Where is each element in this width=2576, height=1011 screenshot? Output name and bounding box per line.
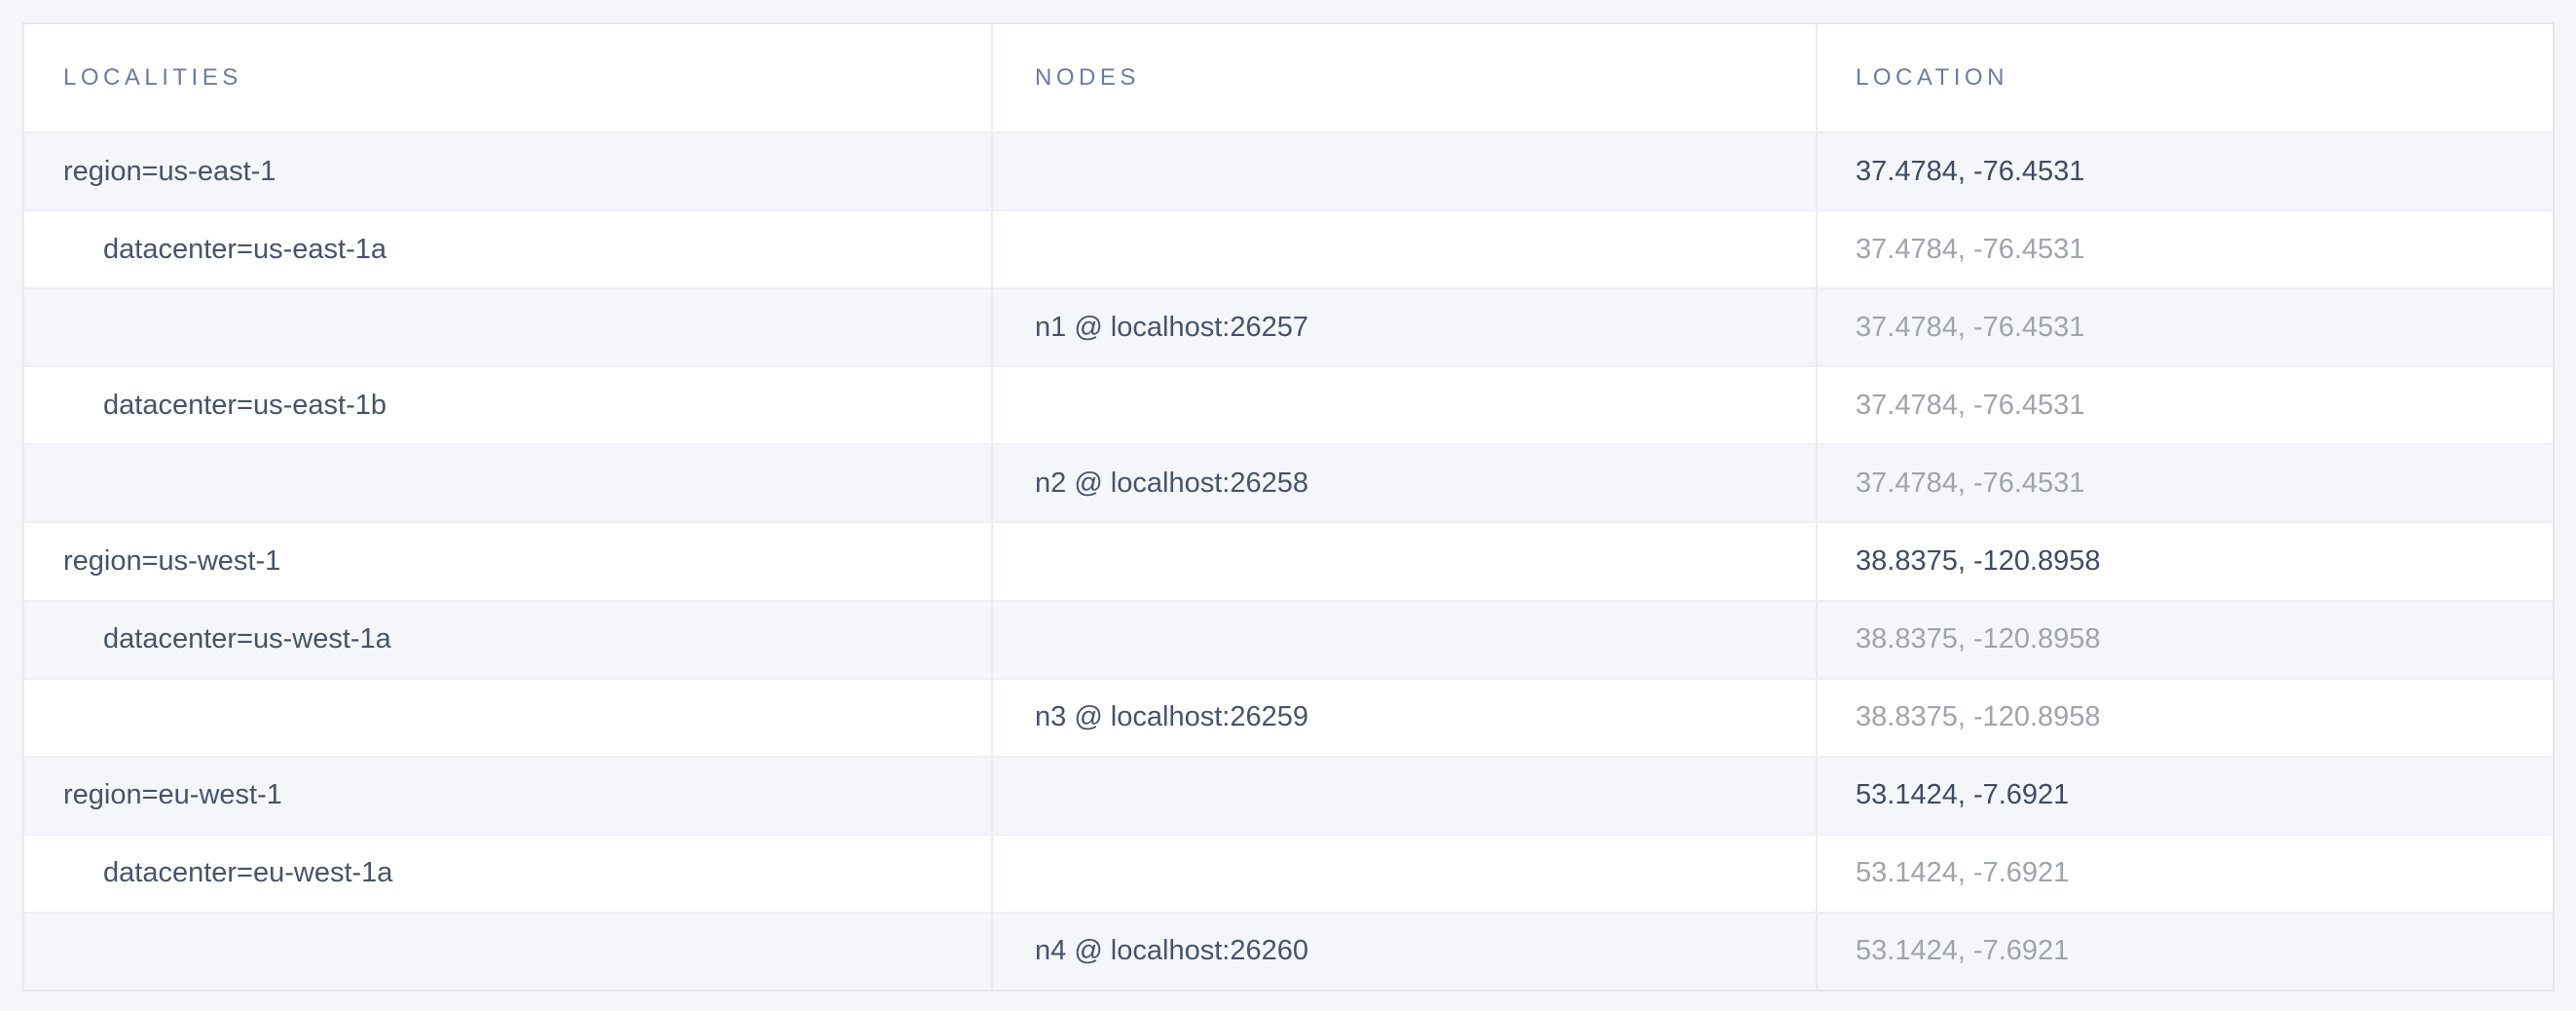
location-value: 38.8375, -120.8958: [1856, 701, 2101, 733]
nodes-cell: n3 @ localhost:26259: [993, 679, 1818, 756]
locality-label: region=eu-west-1: [63, 779, 282, 811]
nodes-cell: [993, 835, 1818, 912]
locality-cell: datacenter=us-east-1a: [24, 211, 993, 288]
localities-table: LOCALITIES NODES LOCATION region=us-east…: [22, 22, 2555, 992]
column-header-location-cell: LOCATION: [1818, 24, 2553, 131]
table-row: datacenter=eu-west-1a 53.1424, -7.6921: [24, 833, 2553, 912]
nodes-cell: n2 @ localhost:26258: [993, 445, 1818, 522]
locality-cell: [24, 913, 993, 991]
locality-label: datacenter=us-east-1b: [103, 389, 386, 421]
table-header-row: LOCALITIES NODES LOCATION: [24, 24, 2553, 131]
table-row: n4 @ localhost:26260 53.1424, -7.6921: [24, 911, 2553, 991]
locality-label: region=us-west-1: [63, 545, 281, 578]
node-label: n3 @ localhost:26259: [1035, 701, 1308, 733]
locality-cell: [24, 679, 993, 756]
locality-label: datacenter=us-east-1a: [103, 233, 386, 265]
location-cell: 37.4784, -76.4531: [1818, 289, 2553, 365]
nodes-cell: [993, 133, 1818, 210]
table-row: region=us-east-1 37.4784, -76.4531: [24, 131, 2553, 210]
nodes-cell: [993, 523, 1818, 600]
location-cell: 53.1424, -7.6921: [1818, 836, 2553, 912]
locality-cell: region=us-west-1: [24, 523, 993, 600]
location-value: 37.4784, -76.4531: [1856, 233, 2085, 265]
column-header-localities: LOCALITIES: [63, 64, 242, 91]
node-label: n4 @ localhost:26260: [1035, 935, 1308, 967]
location-cell: 38.8375, -120.8958: [1818, 680, 2553, 756]
locality-cell: datacenter=us-east-1b: [24, 367, 993, 444]
locality-cell: region=eu-west-1: [24, 757, 993, 834]
location-cell: 37.4784, -76.4531: [1818, 133, 2553, 209]
locality-cell: [24, 289, 993, 366]
location-cell: 38.8375, -120.8958: [1818, 602, 2553, 678]
table-row: n2 @ localhost:26258 37.4784, -76.4531: [24, 443, 2553, 522]
table-row: region=us-west-1 38.8375, -120.8958: [24, 521, 2553, 600]
locality-label: datacenter=eu-west-1a: [103, 857, 393, 889]
location-value: 53.1424, -7.6921: [1856, 779, 2070, 811]
location-cell: 53.1424, -7.6921: [1818, 758, 2553, 834]
location-value: 37.4784, -76.4531: [1856, 311, 2085, 343]
table-row: datacenter=us-east-1a 37.4784, -76.4531: [24, 209, 2553, 288]
location-value: 53.1424, -7.6921: [1856, 935, 2070, 967]
nodes-cell: [993, 601, 1818, 678]
location-cell: 37.4784, -76.4531: [1818, 211, 2553, 287]
nodes-cell: [993, 757, 1818, 834]
location-value: 38.8375, -120.8958: [1856, 623, 2101, 655]
node-label: n1 @ localhost:26257: [1035, 311, 1308, 343]
nodes-cell: n1 @ localhost:26257: [993, 289, 1818, 366]
table-row: n3 @ localhost:26259 38.8375, -120.8958: [24, 677, 2553, 756]
column-header-location: LOCATION: [1856, 64, 2008, 91]
location-value: 53.1424, -7.6921: [1856, 857, 2070, 889]
location-cell: 37.4784, -76.4531: [1818, 445, 2553, 521]
column-header-localities-cell: LOCALITIES: [24, 24, 993, 131]
table-row: region=eu-west-1 53.1424, -7.6921: [24, 755, 2553, 834]
locality-cell: [24, 445, 993, 522]
column-header-nodes-cell: NODES: [993, 24, 1818, 131]
table-row: n1 @ localhost:26257 37.4784, -76.4531: [24, 287, 2553, 366]
nodes-cell: n4 @ localhost:26260: [993, 913, 1818, 991]
location-value: 38.8375, -120.8958: [1856, 545, 2101, 578]
location-value: 37.4784, -76.4531: [1856, 155, 2085, 187]
column-header-nodes: NODES: [1035, 64, 1140, 91]
table-row: datacenter=us-east-1b 37.4784, -76.4531: [24, 365, 2553, 444]
node-label: n2 @ localhost:26258: [1035, 467, 1308, 499]
nodes-cell: [993, 211, 1818, 288]
locality-cell: datacenter=eu-west-1a: [24, 835, 993, 912]
locality-cell: datacenter=us-west-1a: [24, 601, 993, 678]
table-row: datacenter=us-west-1a 38.8375, -120.8958: [24, 599, 2553, 678]
location-cell: 38.8375, -120.8958: [1818, 523, 2553, 599]
nodes-cell: [993, 367, 1818, 444]
location-cell: 53.1424, -7.6921: [1818, 914, 2553, 990]
locality-cell: region=us-east-1: [24, 133, 993, 210]
location-value: 37.4784, -76.4531: [1856, 389, 2085, 421]
location-cell: 37.4784, -76.4531: [1818, 367, 2553, 443]
location-value: 37.4784, -76.4531: [1856, 467, 2085, 499]
locality-label: datacenter=us-west-1a: [103, 623, 391, 655]
table-body: region=us-east-1 37.4784, -76.4531 datac…: [24, 131, 2553, 991]
locality-label: region=us-east-1: [63, 155, 276, 187]
